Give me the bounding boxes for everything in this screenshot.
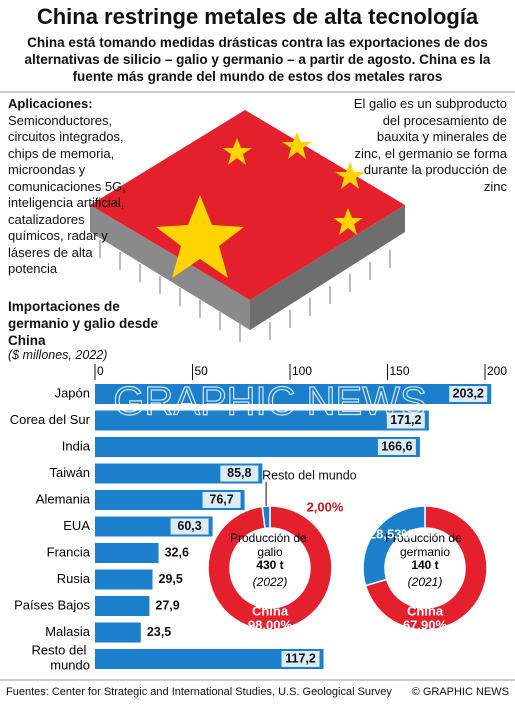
value-label: 117,2 xyxy=(285,651,316,665)
value-label-box xyxy=(386,412,425,429)
note-text: Semiconductores, circuitos integrados, c… xyxy=(8,112,126,277)
x-tick-label: 200 xyxy=(487,364,507,378)
value-label: 76,7 xyxy=(209,492,233,506)
slice-category: China xyxy=(407,603,444,618)
applications-note: Aplicaciones: Semiconductores, circuitos… xyxy=(8,96,138,278)
donut-slice xyxy=(362,505,426,587)
value-label: 171,2 xyxy=(390,413,421,427)
category-label: Francia xyxy=(47,544,91,559)
label-line: galio xyxy=(257,545,283,559)
bar-chart-subtitle: ($ millones, 2022) xyxy=(8,348,108,362)
bar xyxy=(95,569,153,590)
bar xyxy=(95,384,492,404)
title: China restringe metales de alta tecnolog… xyxy=(36,4,479,29)
slice-value: 67,90% xyxy=(403,617,448,632)
value-label-box xyxy=(449,386,488,402)
bar xyxy=(95,543,159,563)
slice-category: China xyxy=(252,603,289,618)
bar xyxy=(95,649,324,669)
subtitle: China está tomando medidas drásticas con… xyxy=(24,35,491,84)
value-label: 203,2 xyxy=(453,386,484,400)
chip-illustration xyxy=(90,110,405,342)
value-label-box xyxy=(202,492,241,508)
value-label: 27,9 xyxy=(155,598,179,612)
slice-value: 2,00% xyxy=(307,499,344,514)
category-label: EUA xyxy=(63,518,90,533)
slice-category: Resto del mundo xyxy=(262,468,357,482)
label-line: mundo xyxy=(50,658,90,673)
category-label: Corea del Sur xyxy=(10,412,91,427)
category-label: Países Bajos xyxy=(14,597,90,612)
value-label-box xyxy=(170,518,209,535)
label-line: Resto del xyxy=(31,643,90,658)
donut-title: Producción de galio xyxy=(230,531,310,559)
value-label: 32,6 xyxy=(165,545,189,559)
bar xyxy=(95,410,429,431)
category-label: Taiwán xyxy=(50,465,90,480)
label-line: Producción de xyxy=(385,531,465,545)
bar-chart-title: Importaciones de germanio y galio desde … xyxy=(8,299,159,348)
donut-title: Producción de germanio xyxy=(385,531,465,559)
category-label: Alemania xyxy=(36,491,91,506)
value-label-box xyxy=(377,439,416,455)
donut-total: 140 t xyxy=(411,558,438,572)
donut-slice xyxy=(207,505,333,631)
label-line: Producción de xyxy=(230,531,310,545)
donut-slice xyxy=(261,505,271,530)
slice-value: 28,53% xyxy=(369,527,414,542)
x-tick-label: 0 xyxy=(97,364,104,378)
value-label: 23,5 xyxy=(147,625,171,639)
x-tick-label: 50 xyxy=(195,364,209,378)
value-label: 60,3 xyxy=(177,519,201,533)
label-line: germanio xyxy=(400,545,450,559)
value-label: 166,6 xyxy=(381,439,412,453)
bar xyxy=(95,596,150,616)
source: Fuentes: Center for Strategic and Intern… xyxy=(6,686,392,698)
category-label: India xyxy=(62,438,91,453)
bar xyxy=(95,622,141,643)
origin-note: El galio es un subproducto del procesami… xyxy=(353,96,507,194)
value-label: 29,5 xyxy=(159,572,183,586)
category-label: Resto del mundo xyxy=(31,643,90,673)
x-tick-label: 150 xyxy=(390,364,410,378)
slice-value: 98,00% xyxy=(248,617,293,632)
bar xyxy=(95,437,420,457)
category-label: Japón xyxy=(55,385,90,400)
watermark: GRAPHIC NEWS xyxy=(113,380,426,424)
value-label: 85,8 xyxy=(227,466,251,480)
x-tick-label: 100 xyxy=(292,364,312,378)
note-label: Aplicaciones: xyxy=(8,96,93,111)
donut-year: (2021) xyxy=(408,575,443,589)
value-label-box xyxy=(220,465,259,482)
donut-total: 430 t xyxy=(256,558,283,572)
credit: © GRAPHIC NEWS xyxy=(411,686,509,698)
category-label: Rusia xyxy=(57,571,91,586)
category-label: Malasia xyxy=(45,624,91,639)
donut-year: (2022) xyxy=(253,575,288,589)
value-label-box xyxy=(281,651,320,667)
donut-slice xyxy=(364,505,488,631)
